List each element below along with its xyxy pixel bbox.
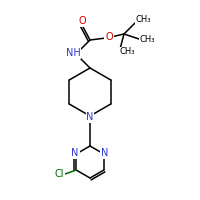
Text: O: O: [105, 32, 113, 42]
Text: CH₃: CH₃: [135, 16, 151, 24]
Text: O: O: [78, 16, 86, 26]
Text: Cl: Cl: [54, 169, 64, 179]
Text: N: N: [71, 148, 79, 158]
Text: CH₃: CH₃: [139, 34, 155, 44]
Text: CH₃: CH₃: [119, 47, 135, 56]
Text: N: N: [86, 112, 94, 122]
Text: N: N: [101, 148, 109, 158]
Text: NH: NH: [66, 48, 80, 58]
